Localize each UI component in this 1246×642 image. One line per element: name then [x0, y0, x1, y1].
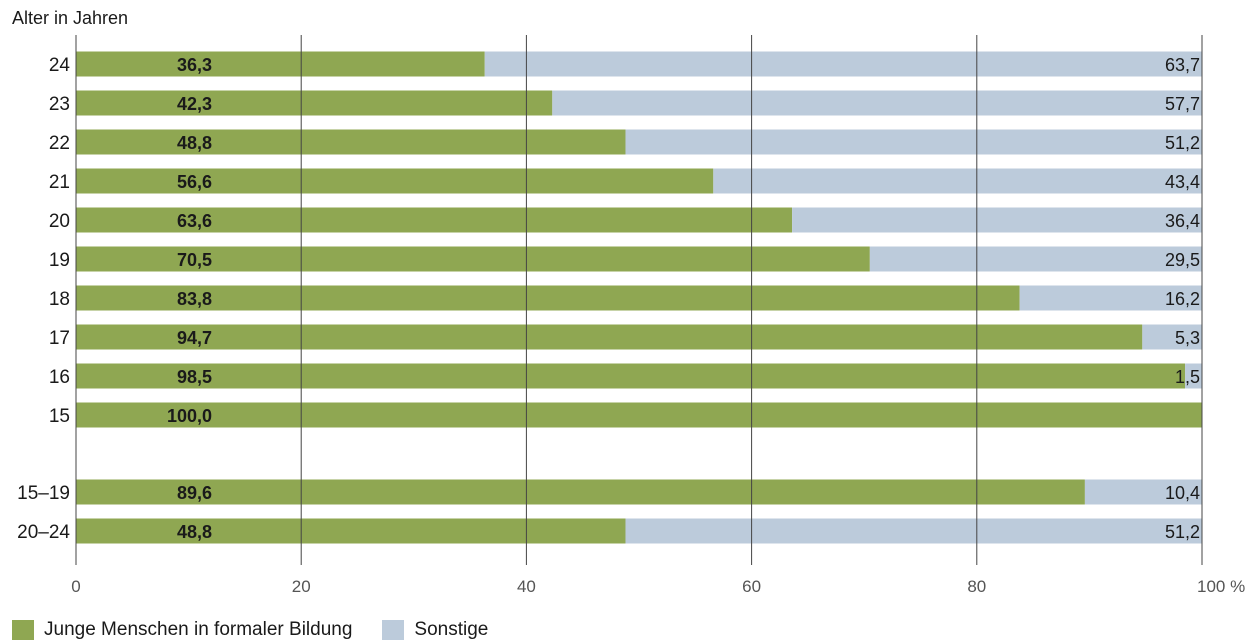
bar-formal-education — [76, 51, 485, 77]
value-label-formal-education: 42,3 — [177, 94, 212, 114]
legend-item-formal-education: Junge Menschen in formaler Bildung — [12, 619, 352, 641]
y-axis-title: Alter in Jahren — [12, 8, 128, 28]
bar-other — [625, 129, 1202, 155]
bars-layer — [76, 51, 1202, 544]
bar-other — [484, 51, 1202, 77]
bar-other — [1019, 285, 1202, 311]
category-label: 18 — [49, 289, 70, 310]
category-label: 24 — [49, 55, 71, 76]
value-label-other: 16,2 — [1165, 289, 1200, 309]
bar-formal-education — [76, 479, 1085, 505]
value-label-formal-education: 98,5 — [177, 367, 212, 387]
category-label: 20 — [49, 211, 70, 232]
category-label: 15 — [49, 406, 70, 427]
category-label: 21 — [49, 172, 70, 193]
value-label-formal-education: 100,0 — [167, 406, 212, 426]
value-label-other: 5,3 — [1175, 328, 1200, 348]
bar-formal-education — [76, 363, 1186, 389]
value-label-other: 29,5 — [1165, 250, 1200, 270]
category-label: 15–19 — [17, 483, 70, 504]
x-tick-label: 40 — [517, 577, 536, 596]
bar-other — [869, 246, 1202, 272]
bar-formal-education — [76, 246, 870, 272]
x-tick-label: 100 % — [1197, 577, 1245, 596]
value-label-formal-education: 83,8 — [177, 289, 212, 309]
legend: Junge Menschen in formaler Bildung Sonst… — [12, 618, 518, 642]
value-label-formal-education: 94,7 — [177, 328, 212, 348]
legend-label-other: Sonstige — [414, 619, 489, 640]
bar-other — [552, 90, 1202, 116]
value-label-formal-education: 56,6 — [177, 172, 212, 192]
labels-layer: 0 20 40 60 80 100 % 24 36,3 63,7 23 42,3 57,7 22 48,8… — [17, 55, 1245, 596]
category-label: 19 — [49, 250, 70, 271]
bar-other — [1142, 324, 1202, 350]
category-label: 20–24 — [17, 522, 70, 543]
value-label-other: 1,5 — [1175, 367, 1200, 387]
category-label: 17 — [49, 328, 70, 349]
grid-layer — [75, 35, 1203, 565]
x-tick-label: 60 — [742, 577, 761, 596]
value-label-other: 51,2 — [1165, 522, 1200, 542]
legend-swatch-blue — [382, 620, 405, 640]
category-label: 23 — [49, 94, 70, 115]
x-tick-label: 0 — [71, 577, 80, 596]
value-label-formal-education: 36,3 — [177, 55, 212, 75]
x-tick-label: 20 — [292, 577, 311, 596]
value-label-formal-education: 89,6 — [177, 483, 212, 503]
bar-other — [1084, 479, 1202, 505]
value-label-formal-education: 63,6 — [177, 211, 212, 231]
legend-label-formal-education: Junge Menschen in formaler Bildung — [44, 619, 353, 640]
bar-other — [792, 207, 1202, 233]
value-label-other: 57,7 — [1165, 94, 1200, 114]
bar-formal-education — [76, 129, 626, 155]
bar-other — [713, 168, 1202, 194]
bar-other — [1185, 363, 1202, 389]
value-label-other: 10,4 — [1165, 483, 1200, 503]
value-label-other: 63,7 — [1165, 55, 1200, 75]
bar-formal-education — [76, 168, 714, 194]
value-label-formal-education: 48,8 — [177, 522, 212, 542]
legend-item-other: Sonstige — [382, 619, 488, 641]
bar-formal-education — [76, 207, 793, 233]
value-label-formal-education: 70,5 — [177, 250, 212, 270]
legend-swatch-green — [12, 620, 34, 640]
category-label: 16 — [49, 367, 70, 388]
bar-formal-education — [76, 518, 626, 544]
x-tick-label: 80 — [967, 577, 986, 596]
bar-formal-education — [76, 324, 1143, 350]
bar-other — [625, 518, 1202, 544]
value-label-other: 43,4 — [1165, 172, 1200, 192]
category-label: 22 — [49, 133, 70, 154]
value-label-formal-education: 48,8 — [177, 133, 212, 153]
bar-formal-education — [76, 285, 1020, 311]
value-label-other: 51,2 — [1165, 133, 1200, 153]
bar-formal-education — [76, 402, 1202, 428]
bar-formal-education — [76, 90, 553, 116]
value-label-other: 36,4 — [1165, 211, 1200, 231]
